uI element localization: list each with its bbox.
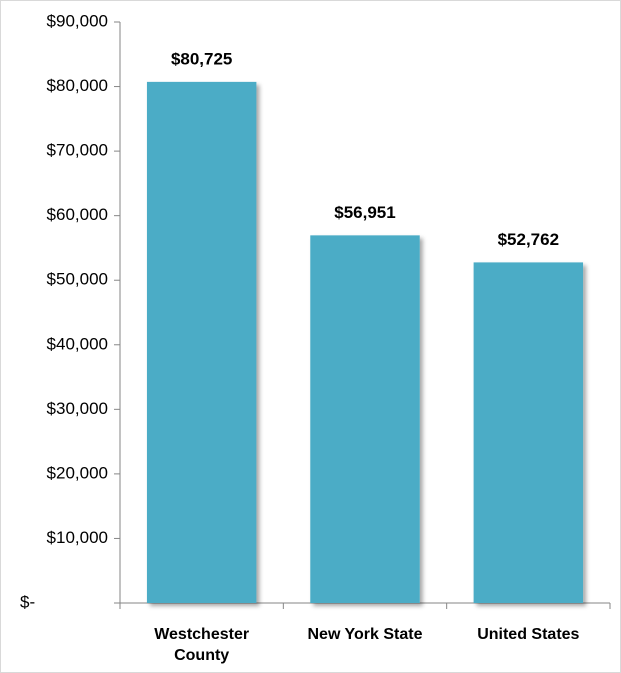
y-tick-label: $30,000 <box>47 399 108 418</box>
y-tick-label: $10,000 <box>47 528 108 547</box>
y-tick-label: $70,000 <box>47 141 108 160</box>
y-tick-label: $80,000 <box>47 76 108 95</box>
bar <box>473 262 584 603</box>
data-label: $52,762 <box>498 230 559 249</box>
y-tick-label: $60,000 <box>47 205 108 224</box>
bar <box>146 81 257 604</box>
x-tick-label: United States <box>477 626 580 643</box>
y-tick-label: $40,000 <box>47 334 108 353</box>
data-label: $80,725 <box>171 49 232 68</box>
y-tick-label: $20,000 <box>47 463 108 482</box>
data-label: $56,951 <box>334 203 395 222</box>
x-tick-label: New York State <box>307 626 423 643</box>
bar <box>310 235 420 603</box>
y-tick-label: $90,000 <box>47 11 108 30</box>
x-tick-label: Westchester County <box>154 626 250 664</box>
y-tick-label: $50,000 <box>47 270 108 289</box>
y-tick-label: $- <box>20 592 35 611</box>
